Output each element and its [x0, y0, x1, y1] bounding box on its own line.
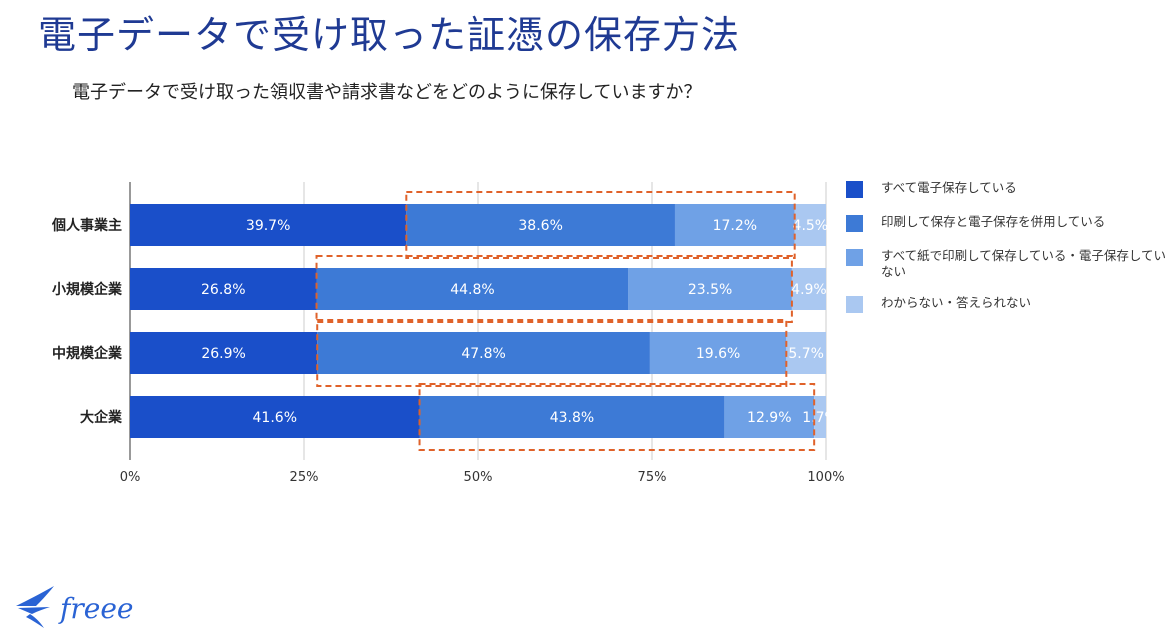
- bar-segment: [316, 268, 629, 310]
- data-label: 19.6%: [696, 346, 740, 362]
- data-label: 12.9%: [747, 410, 791, 426]
- legend-swatch: [846, 296, 863, 313]
- page-subtitle: 電子データで受け取った領収書や請求書などをどのように保存していますか？: [72, 82, 702, 103]
- data-label: 41.6%: [253, 410, 297, 426]
- bar-segment: [317, 332, 650, 374]
- bar-segment: [724, 396, 815, 438]
- bar-segment: [130, 332, 318, 374]
- bar-segment: [130, 268, 317, 310]
- legend-item: すべて電子保存している: [846, 180, 1171, 198]
- x-tick-label: 0%: [120, 470, 141, 485]
- x-tick-label: 25%: [290, 470, 319, 485]
- bar-segment: [791, 268, 826, 310]
- bar-segment: [628, 268, 792, 310]
- data-label: 23.5%: [688, 282, 732, 298]
- bar-segment: [674, 204, 795, 246]
- data-label: 26.9%: [201, 346, 245, 362]
- bar-segment: [794, 204, 826, 246]
- legend-label: 印刷して保存と電子保存を併用している: [881, 214, 1106, 229]
- bar-segment: [406, 204, 675, 246]
- legend-label: わからない・答えられない: [881, 295, 1032, 310]
- data-label: 17.2%: [713, 218, 757, 234]
- category-label: 中規模企業: [52, 345, 123, 362]
- legend-swatch: [846, 181, 863, 198]
- legend-item: わからない・答えられない: [846, 295, 1171, 313]
- data-label: 44.8%: [450, 282, 494, 298]
- legend-label: すべて紙で印刷して保存している・電子保存していない: [881, 248, 1167, 279]
- category-label: 個人事業主: [51, 217, 122, 234]
- data-label: 4.5%: [793, 218, 829, 234]
- highlight-box: [405, 191, 796, 259]
- bar-segment: [130, 204, 407, 246]
- x-tick-label: 75%: [638, 470, 667, 485]
- bar-segment: [130, 396, 420, 438]
- x-tick-label: 50%: [464, 470, 493, 485]
- bar-segment: [419, 396, 725, 438]
- bar-segment: [786, 332, 826, 374]
- brand-wordmark: freee: [58, 592, 133, 625]
- bird-icon: [16, 586, 54, 628]
- stacked-bar-chart: 0% 25% 50% 75% 100% 個人事業主 39.7% 38.6% 17.2% 4.5% 小…: [51, 182, 845, 485]
- data-label: 39.7%: [246, 218, 290, 234]
- freee-logo: freee: [16, 586, 133, 628]
- legend-item: すべて紙で印刷して保存している・電子保存していない: [846, 248, 1171, 280]
- legend-swatch: [846, 249, 863, 266]
- page-title: 電子データで受け取った証憑の保存方法: [38, 13, 741, 57]
- category-label: 小規模企業: [52, 281, 123, 298]
- data-label: 43.8%: [550, 410, 594, 426]
- x-tick-label: 100%: [807, 470, 844, 485]
- data-label: 1.7%: [802, 410, 838, 426]
- category-label: 大企業: [80, 409, 123, 426]
- data-label: 5.7%: [788, 346, 824, 362]
- data-label: 38.6%: [518, 218, 562, 234]
- data-label: 4.9%: [791, 282, 827, 298]
- data-label: 47.8%: [461, 346, 505, 362]
- highlight-box: [316, 319, 788, 387]
- data-label: 26.8%: [201, 282, 245, 298]
- legend-label: すべて電子保存している: [881, 180, 1017, 195]
- bar-segment: [814, 396, 826, 438]
- bar-segment: [649, 332, 787, 374]
- legend-item: 印刷して保存と電子保存を併用している: [846, 214, 1171, 232]
- legend-swatch: [846, 215, 863, 232]
